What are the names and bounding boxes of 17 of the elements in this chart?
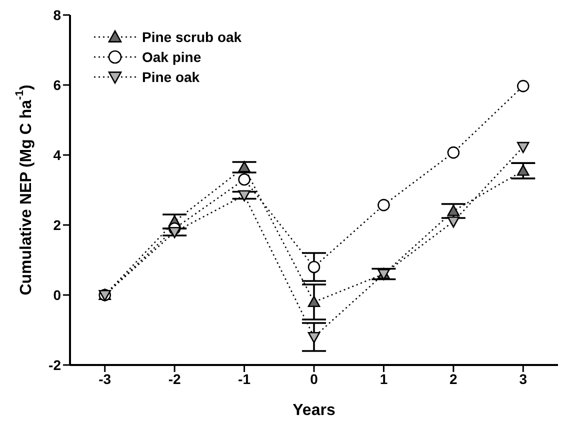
x-tick-label: 1 — [380, 370, 388, 387]
x-tick-label: -2 — [168, 370, 182, 387]
y-tick-label: 0 — [53, 286, 62, 303]
y-tick-label: 2 — [53, 216, 62, 233]
legend-label: Pine oak — [142, 69, 200, 85]
x-tick-label: 2 — [450, 370, 458, 387]
x-tick-label: 0 — [310, 370, 318, 387]
legend-label: Oak pine — [142, 49, 202, 65]
y-tick-label: 8 — [53, 6, 62, 23]
y-tick-label: -2 — [48, 356, 62, 373]
x-axis-title: Years — [292, 402, 336, 419]
legend-label: Pine scrub oak — [142, 29, 242, 45]
x-tick-label: 3 — [519, 370, 528, 387]
y-tick-label: 6 — [53, 76, 62, 93]
x-tick-label: -3 — [98, 370, 112, 387]
x-tick-label: -1 — [238, 370, 251, 387]
y-tick-label: 4 — [53, 146, 62, 163]
